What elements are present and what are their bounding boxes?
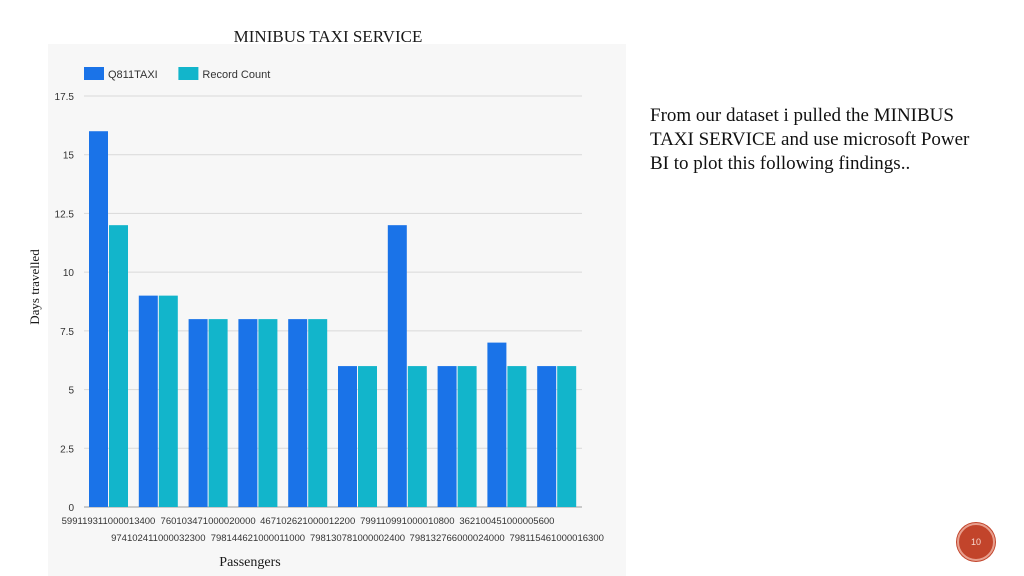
- x-axis-label: Passengers: [219, 555, 281, 570]
- bar-q811taxi: [487, 342, 507, 507]
- y-tick-label: 17.5: [55, 92, 75, 103]
- legend-swatch: [178, 67, 199, 80]
- x-tick-label: 467102621000012200: [260, 516, 355, 527]
- y-axis-label: Days travelled: [27, 249, 42, 325]
- bar-record-count: [109, 225, 128, 507]
- x-tick-label: 974102411000032300: [111, 533, 205, 544]
- bar-record-count: [308, 319, 328, 507]
- bar-record-count: [507, 366, 527, 507]
- bar-q811taxi: [238, 319, 258, 507]
- chart-title: MINIBUS TAXI SERVICE: [233, 27, 423, 46]
- bar-record-count: [258, 319, 278, 507]
- x-tick-label: 362100451000005600: [459, 516, 554, 527]
- bar-record-count: [358, 366, 377, 507]
- y-tick-label: 2.5: [60, 444, 74, 455]
- x-tick-label: 799110991000010800: [360, 516, 454, 527]
- bar-q811taxi: [89, 131, 108, 507]
- legend-label: Q811TAXI: [108, 69, 158, 81]
- x-tick-label: 798130781000002400: [310, 533, 405, 544]
- bar-record-count: [158, 295, 178, 507]
- page-number-badge: 10: [957, 523, 995, 561]
- findings-description: From our dataset i pulled the MINIBUS TA…: [650, 105, 970, 174]
- bar-q811taxi: [338, 366, 357, 507]
- bar-chart: 0 2.5 5 7.5 10 12.5 15 17.5 Q811TAXI Record Count…: [54, 67, 604, 544]
- x-tick-label: 798144621000011000: [211, 533, 305, 544]
- bar-q811taxi: [138, 295, 158, 507]
- legend-label: Record Count: [202, 69, 270, 81]
- y-tick-label: 5: [68, 386, 74, 397]
- bar-record-count: [407, 366, 427, 507]
- y-tick-label: 7.5: [60, 327, 74, 338]
- bar-q811taxi: [188, 319, 208, 507]
- y-tick-label: 15: [63, 151, 75, 162]
- y-tick-label: 10: [63, 268, 75, 279]
- bar-record-count: [557, 366, 577, 507]
- x-tick-label: 798132766000024000: [410, 533, 505, 544]
- bar-q811taxi: [288, 319, 308, 507]
- y-tick-label: 0: [68, 503, 74, 514]
- bar-record-count: [208, 319, 228, 507]
- y-tick-label: 12.5: [55, 209, 75, 220]
- x-tick-label: 760103471000020000: [161, 516, 256, 527]
- x-tick-label: 798115461000016300: [509, 533, 603, 544]
- bar-q811taxi: [437, 366, 457, 507]
- bar-record-count: [457, 366, 477, 507]
- bar-q811taxi: [387, 225, 407, 507]
- x-tick-label: 599119311000013400: [62, 516, 156, 527]
- bar-q811taxi: [537, 366, 557, 507]
- legend-swatch: [84, 67, 104, 80]
